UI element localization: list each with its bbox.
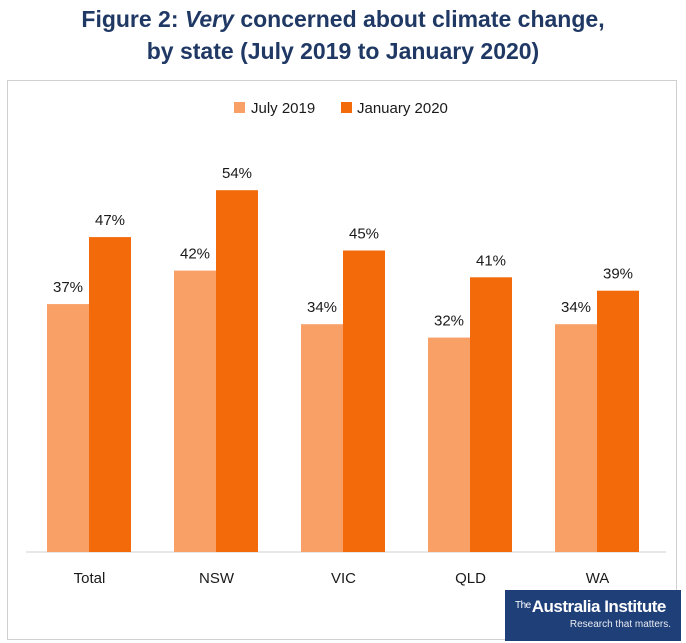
legend-swatch xyxy=(234,102,245,113)
bar-qld-jan-2020 xyxy=(470,277,512,552)
data-label: 42% xyxy=(180,246,210,263)
data-label: 39% xyxy=(603,266,633,283)
legend-swatch xyxy=(341,102,352,113)
title-emphasis: Very xyxy=(184,6,234,32)
bar-nsw-jul-2019 xyxy=(174,270,216,552)
chart-title-line1: Figure 2: Very concerned about climate c… xyxy=(81,6,605,32)
data-label: 34% xyxy=(307,299,337,316)
x-tick-label: NSW xyxy=(199,570,235,587)
data-label: 34% xyxy=(561,299,591,316)
bar-qld-jul-2019 xyxy=(428,337,470,552)
x-tick-label: VIC xyxy=(331,570,356,587)
legend-label: January 2020 xyxy=(357,100,448,117)
data-label: 47% xyxy=(95,212,125,229)
bar-nsw-jan-2020 xyxy=(216,190,258,552)
bar-total-jul-2019 xyxy=(47,304,89,552)
bars xyxy=(47,190,639,552)
data-label: 54% xyxy=(222,165,252,182)
legend-label: July 2019 xyxy=(251,100,315,117)
data-labels: 37% 47% 42% 54% 34% 45% 32% 41% 34% 39% xyxy=(53,165,633,329)
bar-vic-jul-2019 xyxy=(301,324,343,552)
legend: July 2019 January 2020 xyxy=(234,100,448,117)
data-label: 41% xyxy=(476,252,506,269)
data-label: 37% xyxy=(53,279,83,296)
bar-wa-jul-2019 xyxy=(555,324,597,552)
bar-total-jan-2020 xyxy=(89,237,131,552)
bar-wa-jan-2020 xyxy=(597,290,639,552)
chart-frame xyxy=(7,80,677,640)
bar-vic-jan-2020 xyxy=(343,250,385,552)
x-tick-label: WA xyxy=(586,570,610,587)
x-tick-label: QLD xyxy=(455,570,486,587)
data-label: 45% xyxy=(349,226,379,243)
australia-institute-logo: TheAustralia Institute Research that mat… xyxy=(505,590,681,641)
chart-title-line2: by state (July 2019 to January 2020) xyxy=(146,38,540,64)
data-label: 32% xyxy=(434,313,464,330)
x-tick-labels: Total NSW VIC QLD WA xyxy=(74,570,610,587)
x-tick-label: Total xyxy=(74,570,106,587)
